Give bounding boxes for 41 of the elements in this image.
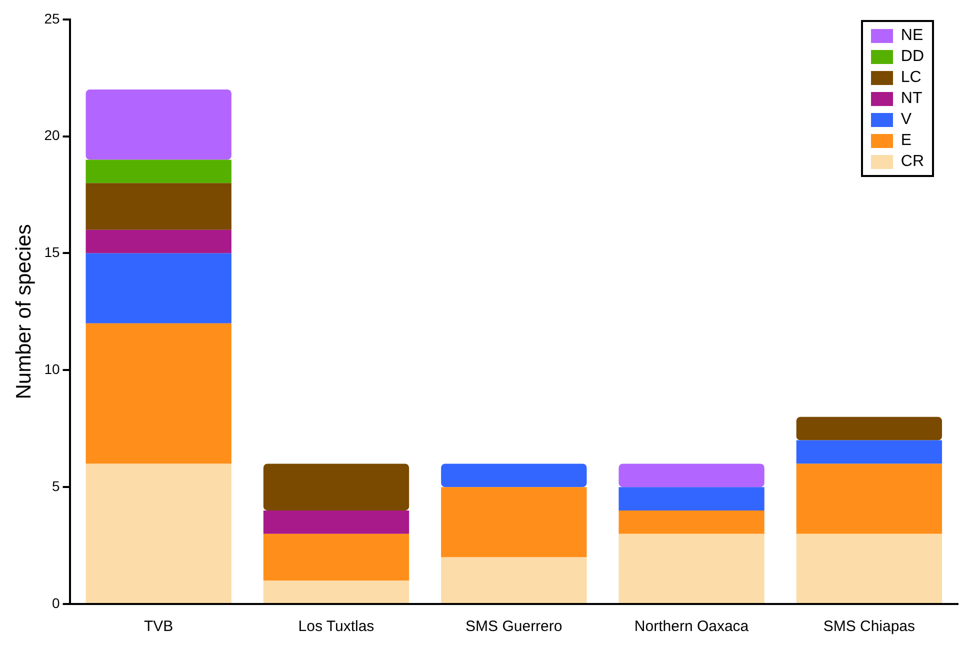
legend-label: NT — [900, 90, 922, 108]
bar — [441, 487, 587, 558]
bar — [86, 90, 232, 160]
legend-label: V — [900, 110, 912, 128]
bar — [618, 487, 764, 510]
y-axis-title: Number of species — [12, 224, 36, 400]
legend-label: CR — [900, 152, 924, 170]
bar — [86, 253, 232, 324]
bar — [796, 534, 942, 603]
bar — [263, 580, 410, 603]
bar — [86, 323, 232, 464]
bar — [441, 557, 587, 603]
bar — [796, 440, 942, 464]
y-tick-label: 25 — [44, 10, 60, 26]
bar — [86, 230, 232, 254]
y-tick-label: 15 — [44, 244, 60, 260]
legend-label: DD — [900, 48, 924, 66]
x-tick-label: SMS Chiapas — [823, 618, 916, 636]
y-tick-label: 20 — [44, 127, 60, 144]
x-tick-label: Northern Oaxaca — [634, 618, 750, 636]
legend-label: LC — [900, 68, 922, 86]
bar — [263, 534, 410, 581]
bar — [618, 534, 764, 603]
y-tick-label: 0 — [52, 594, 60, 611]
y-tick-label: 5 — [52, 478, 60, 494]
x-tick-label: TVB — [144, 618, 174, 636]
legend-label: NE — [900, 26, 924, 44]
bar — [441, 464, 587, 488]
bar — [618, 510, 764, 534]
bar — [796, 416, 942, 440]
bar — [86, 183, 232, 230]
bar — [618, 464, 764, 488]
x-tick-label: Los Tuxtlas — [298, 618, 374, 636]
x-tick-label: SMS Guerrero — [466, 618, 562, 636]
bar — [796, 464, 942, 534]
bar — [86, 160, 232, 184]
y-tick-label: 10 — [44, 361, 60, 378]
bar — [86, 464, 232, 603]
bar — [263, 464, 410, 510]
legend-label: E — [900, 132, 912, 150]
bar — [263, 510, 410, 534]
